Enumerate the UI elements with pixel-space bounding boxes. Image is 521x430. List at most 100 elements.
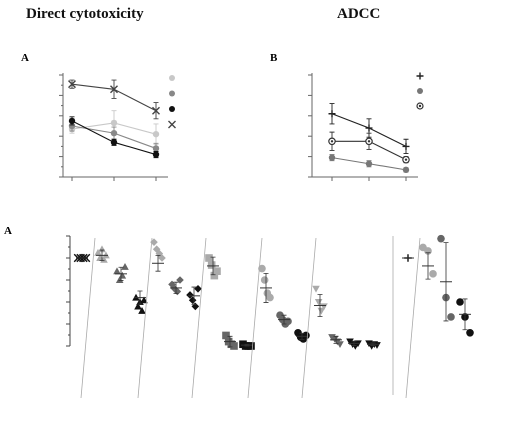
data-point xyxy=(150,238,158,246)
data-point xyxy=(138,307,146,314)
sd-bar xyxy=(351,340,357,346)
sd-bar xyxy=(210,256,216,276)
legend-marker xyxy=(417,88,423,94)
sd-bar xyxy=(263,273,269,303)
data-point xyxy=(158,254,166,262)
sd-bar xyxy=(173,281,179,295)
data-point xyxy=(152,130,160,138)
legend-marker xyxy=(168,120,176,129)
sd-bar xyxy=(443,242,449,322)
data-point xyxy=(68,80,76,89)
data-point xyxy=(336,341,344,349)
data-point xyxy=(176,276,184,284)
sd-bar xyxy=(333,335,339,344)
legend-marker xyxy=(169,106,175,112)
data-point xyxy=(186,291,194,299)
panel-drug-dot-plot: A xyxy=(4,225,381,399)
data-point xyxy=(100,255,108,263)
data-point xyxy=(456,298,464,306)
panel-adcc: B xyxy=(270,52,424,181)
data-point xyxy=(222,331,230,340)
data-point xyxy=(365,160,373,167)
sd-bar xyxy=(244,343,250,347)
data-point xyxy=(402,142,410,150)
panel-label: A xyxy=(4,225,12,237)
data-point-dot xyxy=(330,140,334,143)
data-point xyxy=(113,267,121,275)
sd-bar xyxy=(227,335,233,348)
data-point xyxy=(312,285,320,293)
data-point xyxy=(68,117,76,125)
panel-direct-cytotoxicity: A xyxy=(21,52,176,181)
data-point xyxy=(194,285,202,293)
panel-label: A xyxy=(21,52,29,64)
panel-label: B xyxy=(270,52,278,64)
group-divider xyxy=(247,237,263,399)
sd-bar xyxy=(155,254,161,272)
data-point-dot xyxy=(404,158,408,161)
data-point xyxy=(317,307,326,315)
data-point xyxy=(437,234,445,243)
sd-bar xyxy=(137,290,143,305)
panel-igg-dot-plot xyxy=(392,234,474,399)
data-point xyxy=(247,342,255,350)
data-point xyxy=(302,331,310,340)
data-point xyxy=(152,245,161,253)
sd-bar xyxy=(99,249,105,262)
data-point xyxy=(213,267,221,275)
data-point xyxy=(98,245,106,253)
data-point xyxy=(152,145,160,152)
data-point xyxy=(365,124,373,132)
heading-adcc: ADCC xyxy=(337,6,381,22)
data-point xyxy=(170,285,179,293)
group-divider xyxy=(405,237,421,399)
data-point xyxy=(328,110,336,118)
heading-direct-cytotoxicity: Direct cytotoxicity xyxy=(26,6,144,22)
data-point xyxy=(230,342,238,350)
data-point xyxy=(328,137,336,146)
data-point xyxy=(314,298,323,306)
data-point xyxy=(140,296,148,304)
sd-bar xyxy=(462,298,468,331)
legend-marker-dot xyxy=(418,104,422,108)
data-point xyxy=(134,302,142,310)
data-point xyxy=(110,85,118,94)
data-point xyxy=(258,264,266,273)
data-point xyxy=(447,313,455,321)
sd-bar xyxy=(425,252,431,280)
data-point xyxy=(115,276,124,284)
data-point-dot xyxy=(367,140,371,143)
legend-marker xyxy=(169,90,175,97)
data-point xyxy=(365,137,373,146)
data-point xyxy=(328,154,336,161)
group-divider xyxy=(191,237,207,399)
data-point xyxy=(152,106,160,115)
data-point xyxy=(110,119,118,127)
data-point xyxy=(118,271,127,279)
sd-bar xyxy=(281,314,287,325)
data-point xyxy=(110,129,118,137)
group-divider xyxy=(80,237,96,399)
legend-marker xyxy=(416,102,424,110)
data-point xyxy=(188,296,197,305)
data-point xyxy=(210,271,219,280)
group-divider xyxy=(301,237,317,399)
data-point xyxy=(207,261,216,269)
legend-marker xyxy=(169,75,175,81)
sd-bar xyxy=(317,294,323,317)
group-divider xyxy=(137,237,153,399)
data-point xyxy=(429,270,437,278)
data-point xyxy=(94,248,102,256)
data-point xyxy=(402,155,410,164)
data-point xyxy=(152,151,160,158)
data-point xyxy=(121,263,129,270)
data-point xyxy=(266,293,274,302)
data-point xyxy=(205,254,213,262)
data-point xyxy=(110,139,118,146)
sd-bar xyxy=(191,286,197,306)
data-point xyxy=(68,122,76,130)
legend-marker xyxy=(416,72,424,80)
data-point xyxy=(260,276,269,284)
data-point xyxy=(466,329,474,337)
